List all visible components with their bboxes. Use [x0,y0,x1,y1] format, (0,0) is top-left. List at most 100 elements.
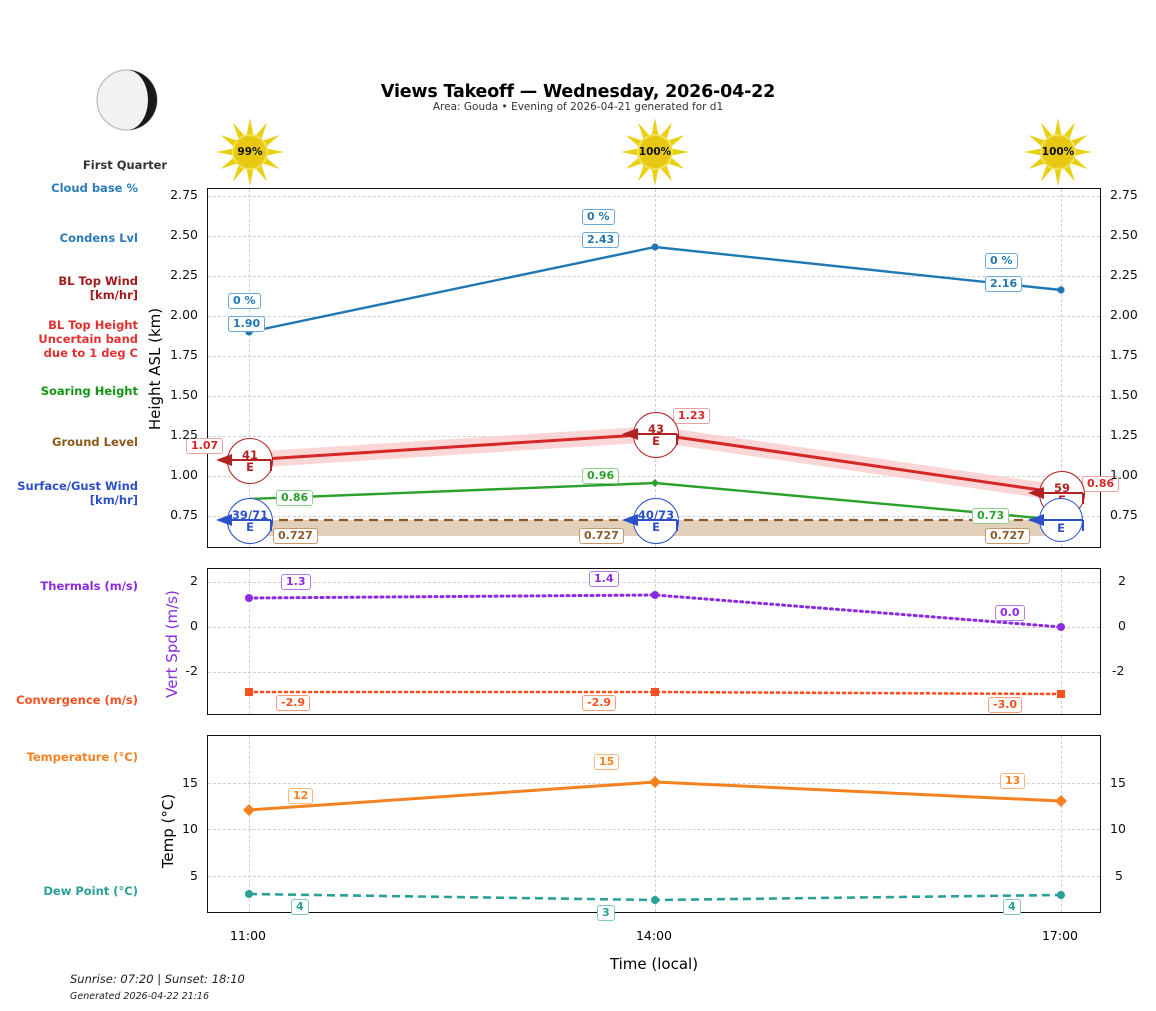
p3-ytick-5: 5 [190,868,198,883]
bl-top-wind-speed: 41 [241,448,258,462]
legend-temperature: Temperature (°C) [26,750,138,764]
p2-axis-title: Vert Spd (m/s) [163,590,181,698]
surface-wind-barb-shaft-1400 [622,514,678,531]
legend-uncertain-band-text: Uncertain band [38,332,138,346]
legend-surface-gust-wind: Surface/Gust Wind [km/hr] [0,479,138,507]
p1-ytick-250: 2.50 [170,227,198,242]
legend-bl-top-wind: BL Top Wind [km/hr] [0,274,138,302]
p1-ytick-right-200: 2.00 [1110,307,1138,322]
surface-wind-dir: E [1057,521,1065,535]
ground-level-value-1400: 0.727 [579,528,624,544]
p1-ytick-right-175: 1.75 [1110,347,1138,362]
bl-top-wind-speed: 59 [1053,481,1070,495]
convergence-value-1100: -2.9 [276,695,311,711]
convergence-value-1700: -3.0 [988,697,1023,713]
ground-level-value-1700: 0.727 [985,528,1030,544]
legend-dew-point: Dew Point (°C) [43,884,138,898]
thermals-value-1400: 1.4 [589,571,619,587]
temperature-value-1100: 12 [288,788,314,804]
moon-phase-label: First Quarter [82,158,168,172]
legend-convergence: Convergence (m/s) [16,693,138,707]
thermals-value-1700: 0.0 [995,605,1025,621]
sun-percent-label: 100% [1041,146,1075,158]
xtick-1100: 11:00 [229,928,267,943]
condens-lvl-value-1700: 2.16 [985,276,1023,292]
p1-ytick-right-250: 2.50 [1110,227,1138,242]
p1-ytick-125: 1.25 [170,427,198,442]
legend-uncertain-band-text2: due to 1 deg C [43,346,138,360]
cloud-base-percent-1100: 0 % [228,293,261,309]
legend-bl-top-height-text: BL Top Height [48,318,138,332]
p1-ytick-right-100: 1.00 [1110,467,1138,482]
legend-bl-top-height: BL Top Height Uncertain band due to 1 de… [0,318,138,360]
p3-ytick-10: 10 [182,821,198,836]
soaring-height-value-1100: 0.86 [276,490,314,506]
p1-ytick-075: 0.75 [170,507,198,522]
dew-point-value-1100: 4 [291,899,309,915]
dew-point-value-1700: 4 [1003,899,1021,915]
legend-condens-lvl: Condens Lvl [59,231,138,245]
p2-ytick-0: 0 [190,618,198,633]
p3-ytick-15: 15 [182,775,198,790]
p3-ytick-right-5: 5 [1115,868,1123,883]
temperature-value-1400: 15 [594,754,620,770]
xtick-1400: 14:00 [635,928,673,943]
p2-ytick-right-neg2: -2 [1112,663,1125,678]
bl-top-wind-dir: E [246,460,254,474]
p1-ytick-100: 1.00 [170,467,198,482]
bl-top-wind-speed: 43 [647,422,664,436]
p1-ytick-175: 1.75 [170,347,198,362]
condens-lvl-value-1100: 1.90 [228,316,266,332]
p2-ytick-2: 2 [190,573,198,588]
temperature-value-1700: 13 [1000,773,1026,789]
ground-level-value-1100: 0.727 [273,528,318,544]
legend-cloud-base: Cloud base % [51,181,138,195]
p2-ytick-right-2: 2 [1118,573,1126,588]
vertical-speed-panel: 1.3 1.4 0.0 -2.9 -2.9 -3.0 [207,568,1101,715]
soaring-height-value-1700: 0.73 [972,508,1010,524]
surface-wind-speed: 39/71 [231,508,269,522]
thermals-value-1100: 1.3 [281,574,311,590]
sun-percent-label: 100% [638,146,672,158]
bl-top-wind-barb-shaft-1100 [216,454,272,471]
page-title: Views Takeoff — Wednesday, 2026-04-22 [380,82,776,102]
surface-wind-speed: 40/73 [637,508,675,522]
surface-wind-dir: E [246,520,254,534]
p1-ytick-right-225: 2.25 [1110,267,1138,282]
p2-ytick-neg2: -2 [185,663,198,678]
convergence-value-1400: -2.9 [582,695,617,711]
legend-surface-gust-wind-text: Surface/Gust Wind [17,479,138,493]
x-axis-title: Time (local) [609,955,699,973]
p3-axis-title: Temp (°C) [159,793,177,869]
legend-ground-level: Ground Level [52,435,138,449]
bl-top-height-value-1400: 1.23 [673,408,711,424]
p1-axis-title: Height ASL (km) [146,307,164,431]
p1-ytick-right-075: 0.75 [1110,507,1138,522]
legend-bl-top-wind-text: BL Top Wind [58,274,138,288]
p1-ytick-right-125: 1.25 [1110,427,1138,442]
sun-icon-1700: 100% [1022,116,1094,188]
p1-ytick-150: 1.50 [170,387,198,402]
bl-top-height-value-1100: 1.07 [186,438,224,454]
footer-sun-times: Sunrise: 07:20 | Sunset: 18:10 [70,972,245,986]
surface-wind-barb-shaft-1100 [216,514,272,531]
p1-ytick-225: 2.25 [170,267,198,282]
bl-top-uncertainty-band [249,426,1061,501]
legend-bl-top-wind-unit: [km/hr] [89,288,138,302]
p1-ytick-right-150: 1.50 [1110,387,1138,402]
p1-ytick-right-275: 2.75 [1110,187,1138,202]
surface-wind-dir: E [652,520,660,534]
condens-lvl-value-1400: 2.43 [582,232,620,248]
p3-ytick-right-10: 10 [1110,821,1126,836]
legend-surface-gust-wind-unit: [km/hr] [89,493,138,507]
bl-top-wind-barb-shaft-1400 [622,428,678,445]
moon-first-quarter-icon [95,68,159,132]
legend-thermals: Thermals (m/s) [40,579,138,593]
thermals-line [247,593,1063,629]
soaring-height-value-1400: 0.96 [582,468,620,484]
legend-soaring-height: Soaring Height [40,384,138,398]
footer-generated: Generated 2026-04-22 21:16 [70,991,210,1002]
xtick-1700: 17:00 [1041,928,1079,943]
height-panel: 0 % 1.90 0 % 2.43 0 % 2.16 1.07 1.23 0.8… [186,188,1120,548]
sun-icon-1100: 99% [214,116,286,188]
